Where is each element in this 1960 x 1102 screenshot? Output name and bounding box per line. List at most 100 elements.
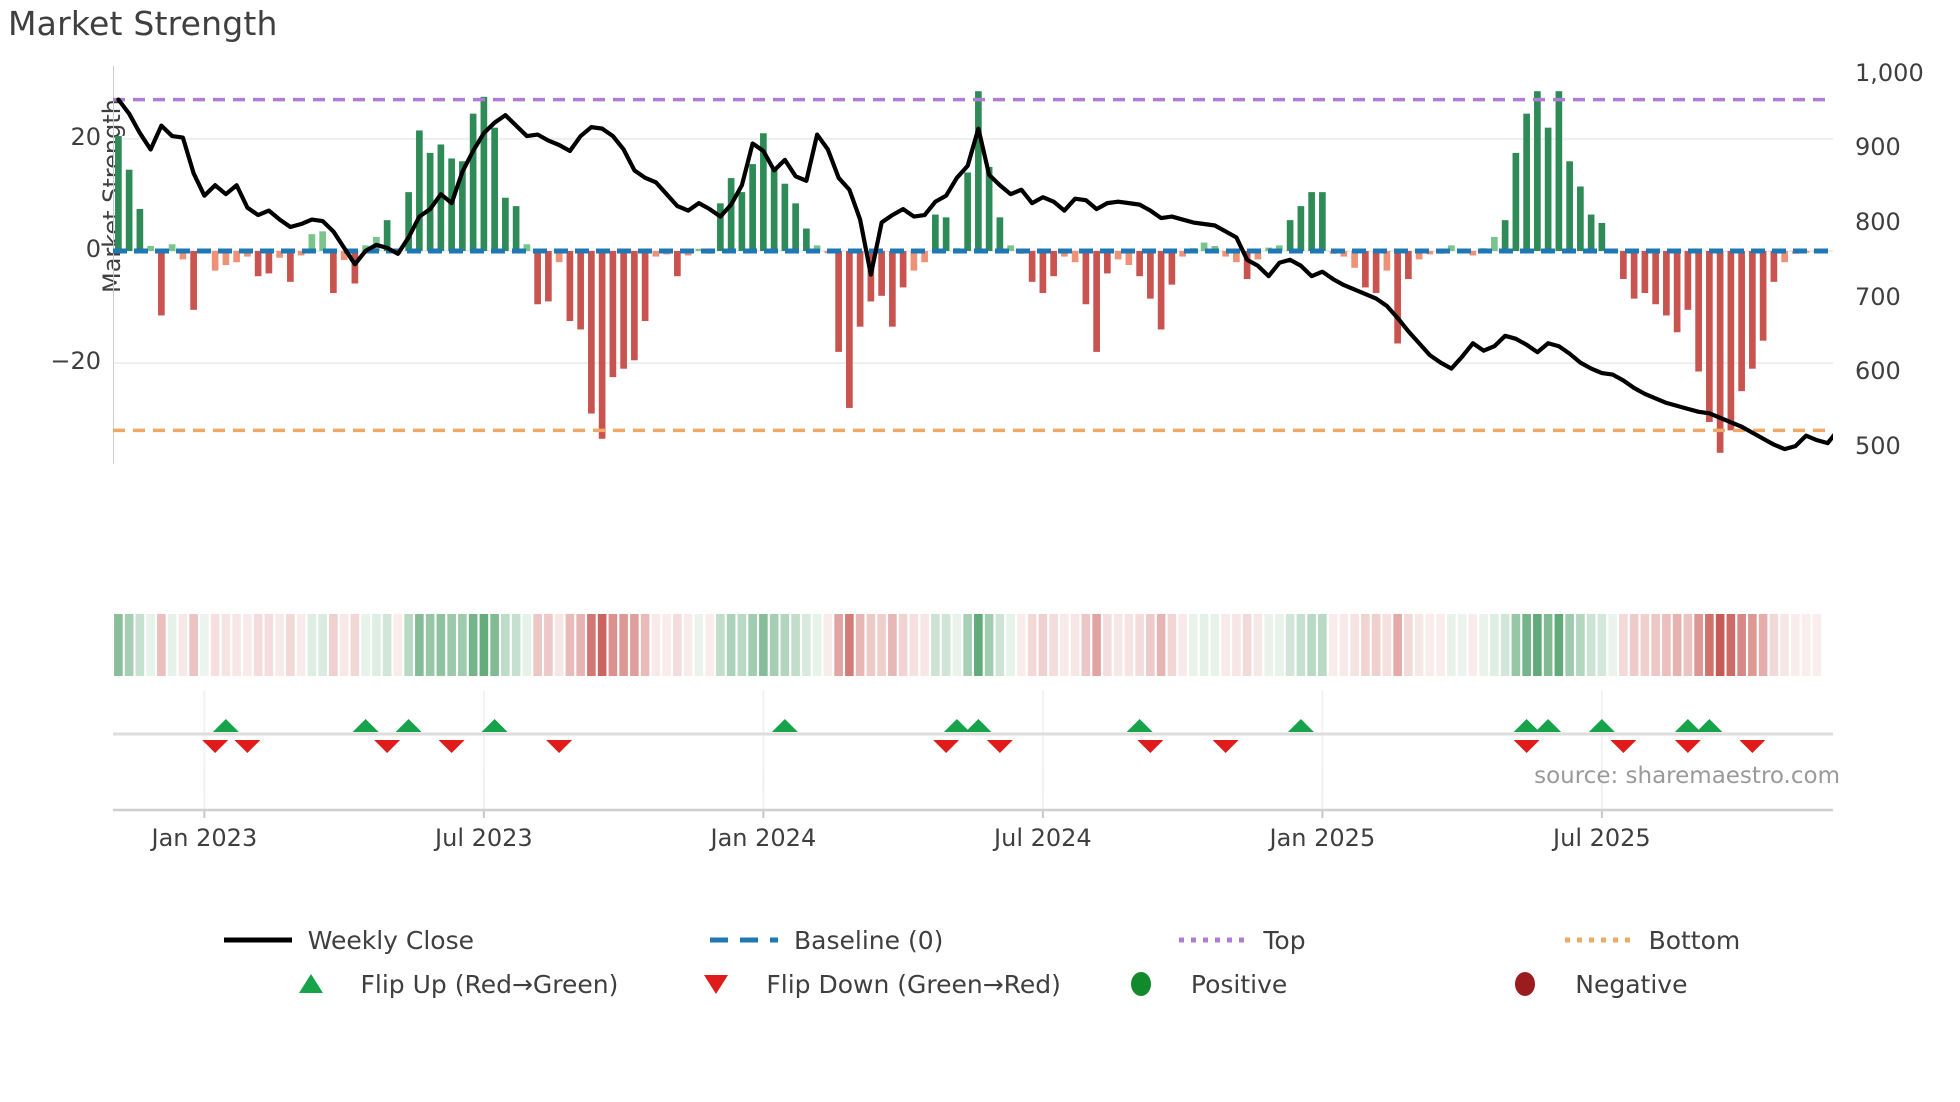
strength-bar [760, 133, 767, 251]
strength-bar [1716, 250, 1724, 453]
strength-bar [1211, 245, 1219, 251]
heatmap-cell [597, 614, 607, 676]
legend-label: Negative [1575, 969, 1688, 999]
strength-bar [985, 166, 993, 251]
heatmap-cell [920, 614, 929, 676]
heatmap-cell [1092, 614, 1101, 676]
heatmap-cell [1038, 614, 1048, 676]
heatmap-cell [490, 614, 499, 676]
y-axis-left-tick-label: 20 [70, 122, 101, 151]
strength-bar [491, 127, 498, 251]
heatmap-cell [1500, 614, 1510, 676]
heatmap-cell [135, 614, 145, 676]
strength-bar [1394, 250, 1401, 344]
heatmap-cell [1511, 614, 1521, 676]
strength-bar [502, 197, 509, 251]
heatmap-cell [329, 614, 338, 676]
legend-item-bottom[interactable]: Bottom [1561, 925, 1740, 955]
heatmap-cell [1285, 614, 1295, 676]
strength-bar [276, 250, 283, 258]
legend-item-top[interactable]: Top [1175, 925, 1306, 955]
strength-bar [1598, 222, 1606, 251]
flip-down-marker [933, 740, 960, 753]
legend-item-flip-down-green-red[interactable]: Flip Down (Green→Red) [678, 969, 1061, 999]
strength-bar [910, 250, 918, 271]
heatmap-cell [888, 614, 897, 676]
legend-row-markers: Flip Up (Red→Green) Flip Down (Green→Red)… [0, 969, 1960, 999]
strength-bar [1254, 250, 1262, 260]
strength-bar [846, 250, 853, 408]
heatmap-cell [673, 614, 682, 676]
heatmap-cell [683, 614, 693, 676]
strength-bar [803, 228, 810, 251]
heatmap-cell [1694, 614, 1703, 676]
legend-item-negative[interactable]: Negative [1487, 969, 1687, 999]
heatmap-cell [780, 614, 790, 676]
legend-item-positive[interactable]: Positive [1103, 969, 1287, 999]
flip-up-marker [1674, 719, 1701, 732]
flip-up-marker [1535, 719, 1562, 732]
bottom-axis-spine [113, 770, 1833, 820]
heatmap-cell [458, 614, 467, 676]
strength-bar [1630, 250, 1638, 299]
strength-bar [792, 203, 799, 251]
heatmap-cell [1070, 614, 1080, 676]
legend-item-weekly-close[interactable]: Weekly Close [220, 925, 474, 955]
strength-bar [1297, 206, 1305, 251]
heatmap-cell [608, 614, 618, 676]
legend-item-baseline-0[interactable]: Baseline (0) [706, 925, 943, 955]
strength-bar [545, 250, 552, 302]
heatmap-cell [845, 614, 854, 676]
heatmap-cell [1468, 614, 1478, 676]
strength-bar [1362, 250, 1369, 288]
heatmap-cell [812, 614, 822, 676]
strength-bar [631, 250, 638, 361]
heatmap-cell [952, 614, 962, 676]
heatmap-cell [1361, 614, 1370, 676]
strength-bar [1491, 236, 1498, 251]
heatmap-cell [1253, 614, 1263, 676]
strength-bar [889, 250, 896, 327]
legend-item-flip-up-red-green[interactable]: Flip Up (Red→Green) [273, 969, 618, 999]
strength-bar [1233, 250, 1240, 263]
strength-bar [1512, 152, 1520, 251]
strength-bar [265, 250, 273, 274]
strength-bar [921, 250, 928, 263]
flip-up-marker [1588, 719, 1615, 732]
heatmap-cell [769, 614, 779, 676]
strength-bar [211, 250, 219, 271]
flip-down-marker [1610, 740, 1637, 753]
heatmap-cell [1404, 614, 1413, 676]
heatmap-cell [1758, 614, 1768, 676]
heatmap-cell [522, 614, 532, 676]
flip-down-marker [546, 740, 573, 753]
strength-bar [770, 169, 778, 251]
heatmap-cell [447, 614, 456, 676]
heatmap-cell [1113, 614, 1123, 676]
strength-bar [566, 250, 574, 322]
heatmap-cell [1146, 614, 1155, 676]
strength-bar [1759, 250, 1767, 341]
legend-dotted-line [1175, 925, 1251, 955]
strength-bar [480, 96, 488, 251]
heatmap-cell [705, 614, 714, 676]
heatmap-cell [1651, 614, 1660, 676]
heatmap-cell [146, 614, 155, 676]
heatmap-cell [1221, 614, 1230, 676]
heatmap-cell [941, 614, 951, 676]
heatmap-cell [737, 614, 747, 676]
flip-down-marker [202, 740, 229, 753]
heatmap-cell [114, 614, 123, 676]
strength-bar [1082, 250, 1090, 305]
legend-label: Weekly Close [307, 925, 475, 955]
x-axis-tick-label: Jul 2023 [435, 824, 533, 852]
heatmap-cell [1769, 614, 1779, 676]
heatmap-cell [1726, 614, 1736, 676]
heatmap-cell [1339, 614, 1349, 676]
heatmap-cell [748, 614, 757, 676]
flip-up-marker [771, 719, 798, 732]
strength-bar [1577, 186, 1584, 251]
x-axis-tick-label: Jul 2025 [1553, 824, 1651, 852]
strength-bar [340, 250, 348, 260]
heatmap-cell [1027, 614, 1037, 676]
